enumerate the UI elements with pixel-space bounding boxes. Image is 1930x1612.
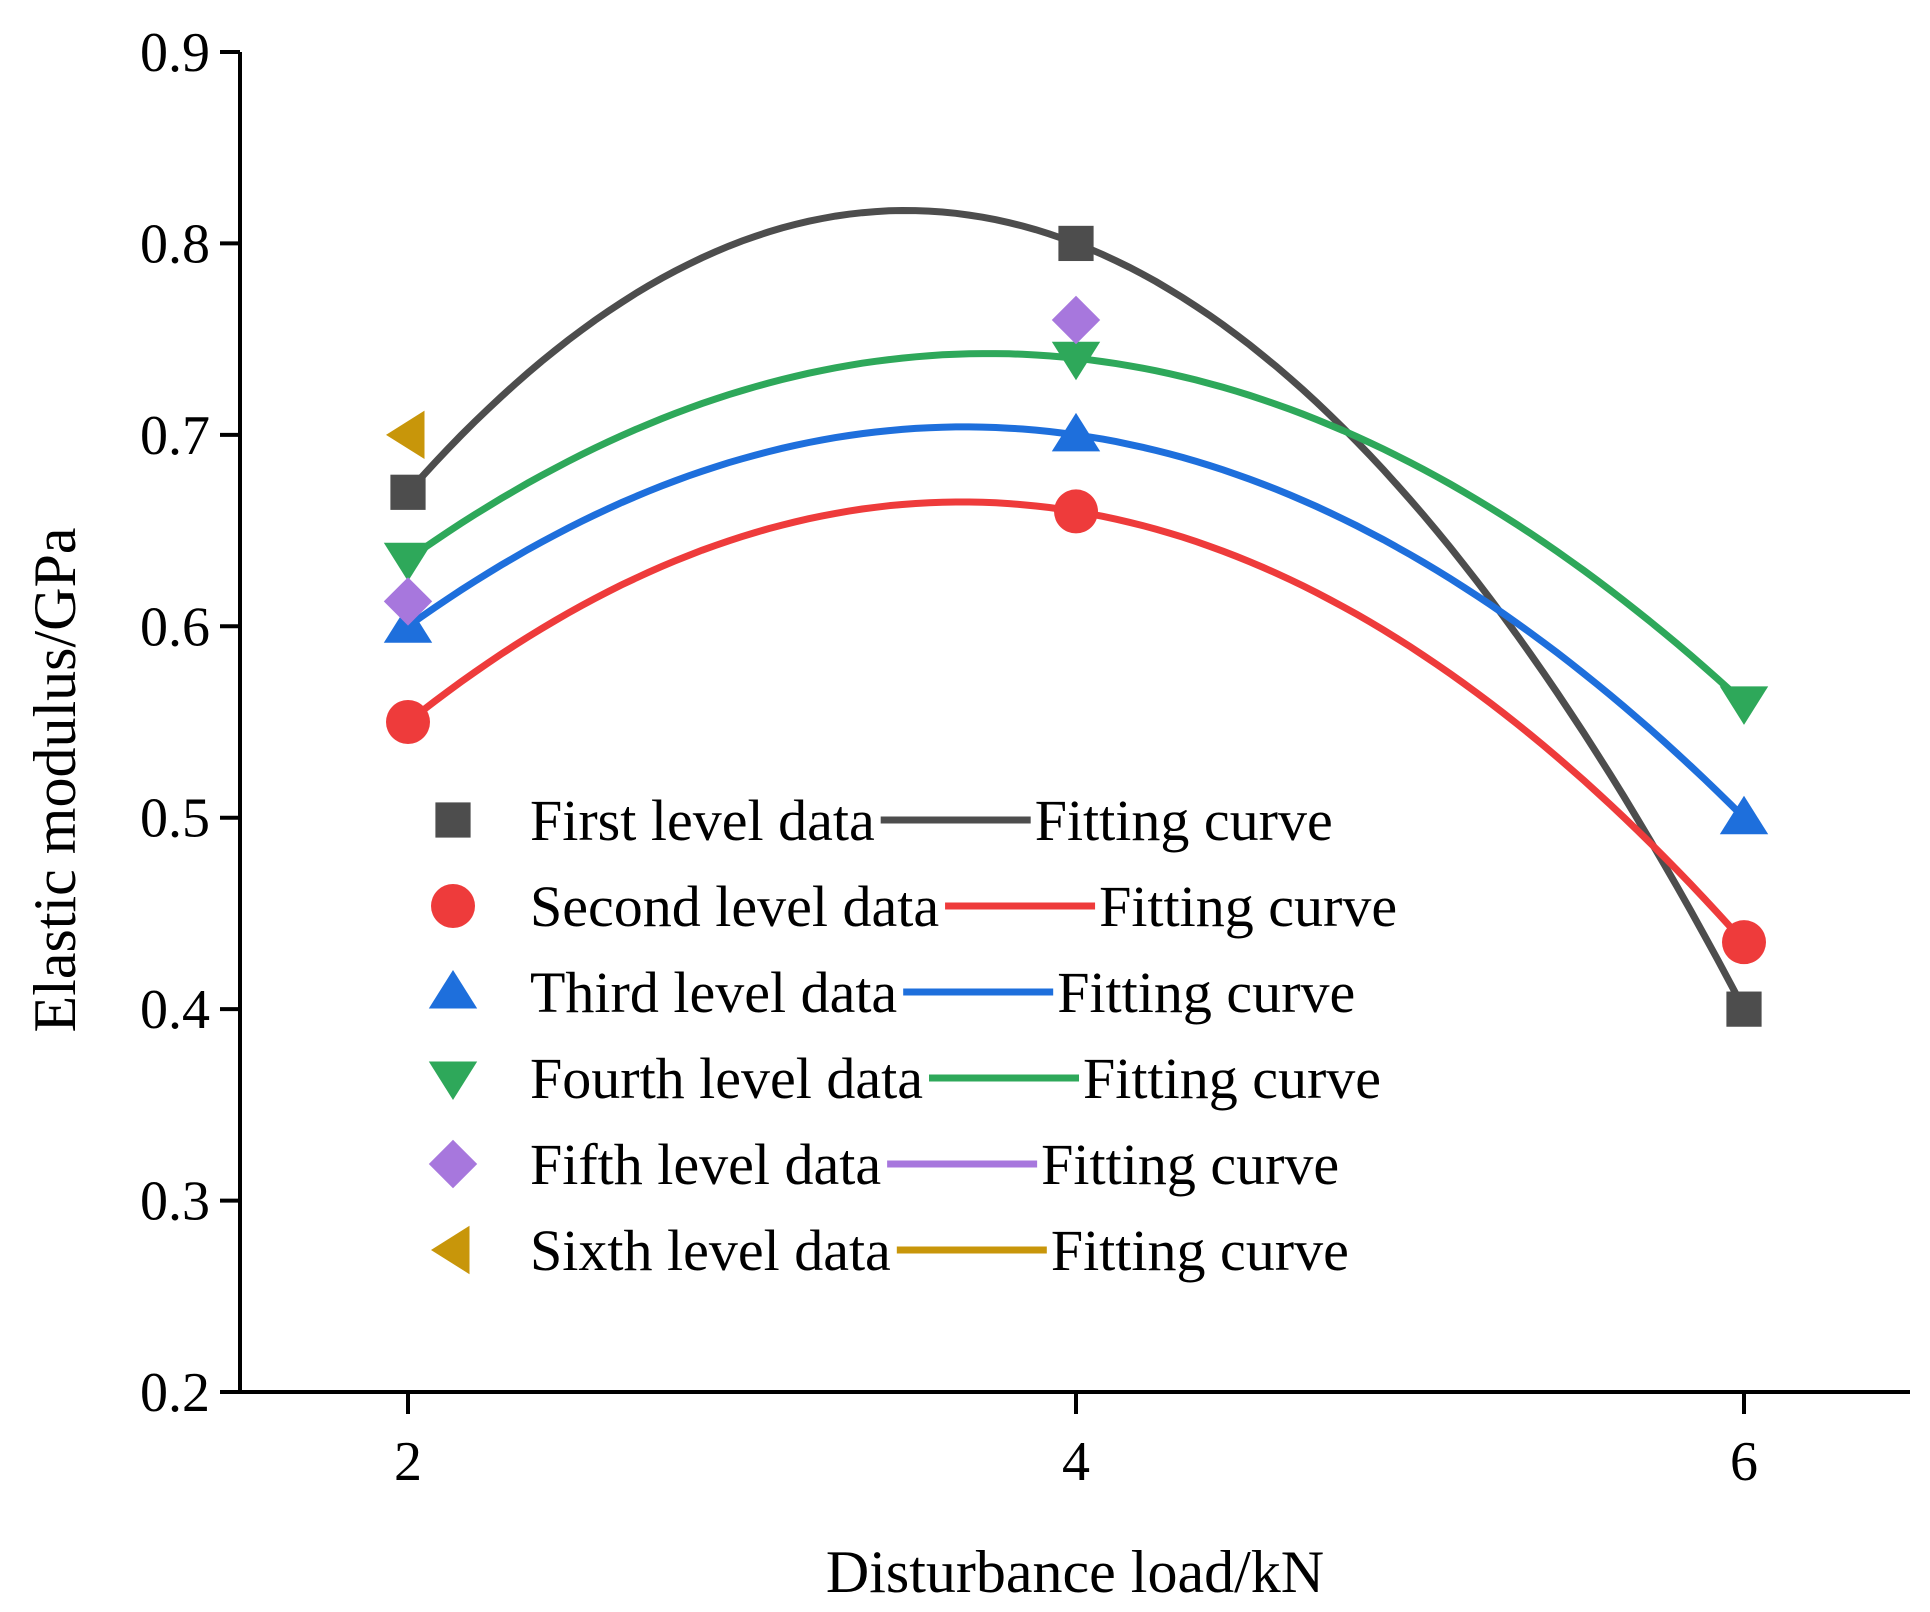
y-ticks: 0.2 0.3 0.4 0.5 0.6 0.7 0.8 0.9 — [140, 22, 240, 1424]
legend-marker — [435, 802, 471, 838]
fit-curve-third — [404, 423, 1748, 822]
legend-marker — [431, 884, 475, 928]
y-tick-label: 0.4 — [140, 979, 210, 1041]
y-tick-label: 0.2 — [140, 1362, 210, 1424]
data-point-fourth — [1719, 686, 1769, 725]
legend-marker — [431, 1225, 470, 1275]
data-point-fourth — [1051, 341, 1101, 381]
y-axis-title: Elastic modulus/GPa — [22, 528, 88, 1033]
y-tick-label: 0.5 — [140, 788, 210, 850]
legend-fit-label: Fitting curve — [1083, 1046, 1381, 1111]
y-tick-label: 0.7 — [140, 405, 210, 467]
data-point-third — [1719, 795, 1769, 835]
y-tick-label: 0.8 — [140, 213, 210, 275]
x-tick-label: 4 — [1062, 1431, 1090, 1493]
legend-label: Sixth level data — [530, 1218, 891, 1283]
x-tick-label: 2 — [394, 1431, 422, 1493]
data-point-first — [390, 474, 426, 510]
legend-marker — [428, 1061, 478, 1100]
legend-fit-label: Fitting curve — [1051, 1218, 1349, 1283]
legend-label: Third level data — [530, 960, 897, 1025]
data-point-fifth — [383, 577, 433, 626]
x-axis-title: Disturbance load/kN — [826, 1539, 1324, 1605]
x-ticks: 2 4 6 — [394, 1392, 1758, 1493]
data-point-fourth — [383, 542, 433, 582]
y-tick-label: 0.3 — [140, 1171, 210, 1233]
legend-fit-label: Fitting curve — [1057, 960, 1355, 1025]
data-point-second — [1722, 920, 1766, 965]
data-markers — [383, 225, 1769, 1027]
y-tick-label: 0.9 — [140, 22, 210, 84]
legend-label: Fifth level data — [530, 1132, 881, 1197]
legend-fit-label: Fitting curve — [1041, 1132, 1339, 1197]
legend-fit-label: Fitting curve — [1099, 874, 1397, 939]
legend-fit-label: Fitting curve — [1035, 788, 1333, 853]
legend-label: First level data — [530, 788, 875, 853]
legend-marker — [428, 1139, 478, 1189]
data-point-second — [386, 700, 430, 744]
y-tick-label: 0.6 — [140, 596, 210, 658]
data-point-first — [1058, 225, 1094, 262]
legend-marker — [428, 970, 478, 1009]
data-point-third — [1051, 412, 1101, 452]
data-point-fifth — [1051, 295, 1101, 345]
legend-label: Second level data — [530, 874, 939, 939]
data-point-first — [1726, 991, 1762, 1027]
legend: First level data Fitting curve Second leve… — [428, 788, 1397, 1283]
x-tick-label: 6 — [1730, 1431, 1758, 1493]
data-point-sixth — [386, 410, 425, 460]
data-point-second — [1054, 489, 1098, 534]
legend-label: Fourth level data — [530, 1046, 923, 1111]
